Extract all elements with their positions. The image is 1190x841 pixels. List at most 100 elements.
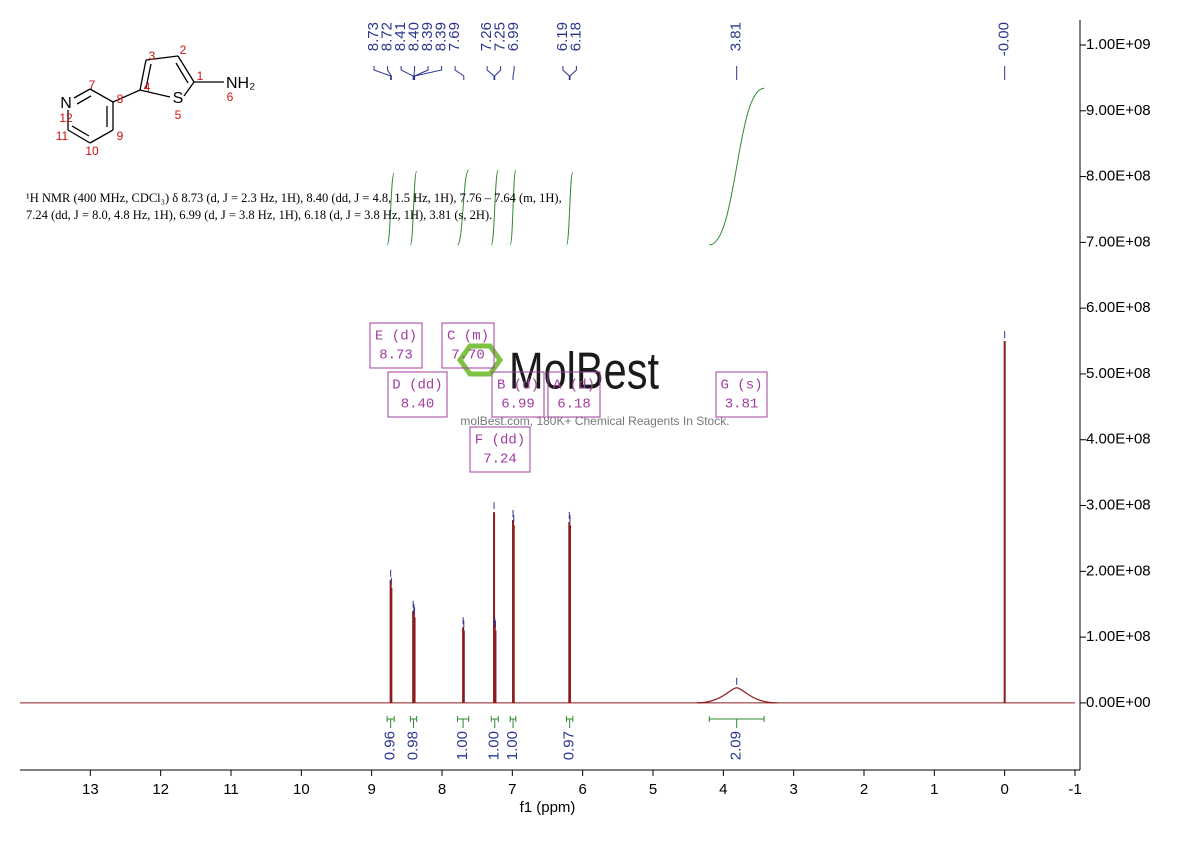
multiplet-shift: 6.18 [557,397,591,413]
x-tick-label: 12 [152,781,169,798]
y-tick-label: 6.00E+08 [1086,299,1151,316]
x-tick-label: 10 [293,781,310,798]
peak-label: 7.25 [492,22,509,51]
x-tick-label: 3 [789,781,797,798]
multiplet-name: A (d) [553,378,595,394]
atom-number: 5 [175,108,182,122]
peak-leader [414,66,443,80]
multiplet-shift: 3.81 [725,397,759,413]
atom-label: NH₂ [226,75,255,92]
x-tick-label: -1 [1068,781,1081,798]
peak-leader [387,66,392,80]
integral-bar [456,716,470,728]
integral-curve [509,169,517,246]
description: ¹H NMR (400 MHz, CDCl₃) δ 8.73 (d, J = 2… [26,191,562,222]
y-tick-label: 8.00E+08 [1086,168,1151,185]
atom-number: 1 [197,69,204,83]
peak-label: 8.41 [392,22,409,51]
peak-label: -0.00 [996,22,1013,56]
atom-number: 7 [89,78,96,92]
atom-number: 9 [117,129,124,143]
integral-label: 2.09 [728,731,745,760]
multiplet-name: F (dd) [475,433,525,449]
x-tick-label: 2 [860,781,868,798]
atom-number: 3 [149,49,156,63]
integral-label: 0.96 [382,731,399,760]
peak-label: 6.18 [567,22,584,51]
integral-bar [490,716,499,728]
multiplet-box [491,371,545,418]
integral-bar [708,716,765,728]
integral-label: 1.00 [454,731,471,760]
multiplet-shift: 7.70 [451,348,485,364]
peak-label: 8.40 [406,22,423,51]
multiplet-name: D (dd) [392,378,442,394]
peak-label: 3.81 [728,22,745,51]
integral-curve [456,169,470,246]
peak-leader [413,66,416,80]
atom-number: 12 [59,111,73,125]
peak-label: 8.73 [365,22,382,51]
x-tick-label: 7 [508,781,516,798]
peak-label: 6.99 [505,22,522,51]
y-tick-label: 2.00E+08 [1086,562,1151,579]
peak-label: 8.72 [379,22,396,51]
integral-bar [565,716,574,728]
multiplet-name: G (s) [720,378,762,394]
y-tick-label: 1.00E+08 [1086,628,1151,645]
peak-leader [494,66,502,80]
multiplet-shift: 8.40 [401,397,435,413]
peak-leader [373,66,392,80]
x-tick-label: 1 [930,781,938,798]
peak-label: 6.19 [554,22,571,51]
integral-curve [490,169,499,246]
peak [696,687,777,704]
integral-label: 1.00 [486,731,503,760]
peak-leader [486,66,495,80]
atom-number: 4 [144,80,151,94]
atom-label: S [173,90,184,107]
multiplet-name: C (m) [447,329,489,345]
structure [67,55,224,144]
atom-number: 11 [56,129,69,143]
integral-bar [386,716,395,728]
x-tick-label: 0 [1000,781,1008,798]
watermark-logo [456,343,504,377]
integral-curve [709,87,765,246]
peak-leader [569,66,577,80]
peak-label: 7.26 [478,22,495,51]
y-tick-label: 7.00E+08 [1086,233,1151,250]
multiplet-box [387,371,448,418]
x-axis-label: f1 (ppm) [520,799,576,816]
x-tick-label: 13 [82,781,99,798]
peak-label: 8.39 [433,22,450,51]
multiplet-box [547,371,601,418]
y-tick-label: 3.00E+08 [1086,496,1151,513]
y-tick-label: 9.00E+08 [1086,102,1151,119]
integral-bar [509,716,517,728]
integral-label: 0.98 [404,731,421,760]
integral-label: 0.97 [561,731,578,760]
atom-number: 6 [227,90,234,104]
multiplet-box [715,371,768,418]
y-tick-label: 4.00E+08 [1086,431,1151,448]
peak-leader [454,66,465,80]
integral-curve [565,171,574,246]
x-tick-label: 9 [367,781,375,798]
x-tick-label: 5 [649,781,657,798]
multiplet-shift: 8.73 [379,348,413,364]
peak-leader [562,66,570,80]
atom-number: 10 [85,144,99,158]
x-tick-label: 4 [719,781,727,798]
y-tick-label: 1.00E+09 [1086,36,1151,53]
multiplet-name: B (d) [497,378,539,394]
y-tick-label: 5.00E+08 [1086,365,1151,382]
multiplet-name: E (d) [375,329,417,345]
watermark-tagline: molBest.com, 180K+ Chemical Reagents In … [460,414,729,428]
x-tick-label: 11 [223,781,239,798]
peak-label: 8.39 [419,22,436,51]
multiplet-shift: 7.24 [483,452,517,468]
atom-label: N [60,95,72,112]
